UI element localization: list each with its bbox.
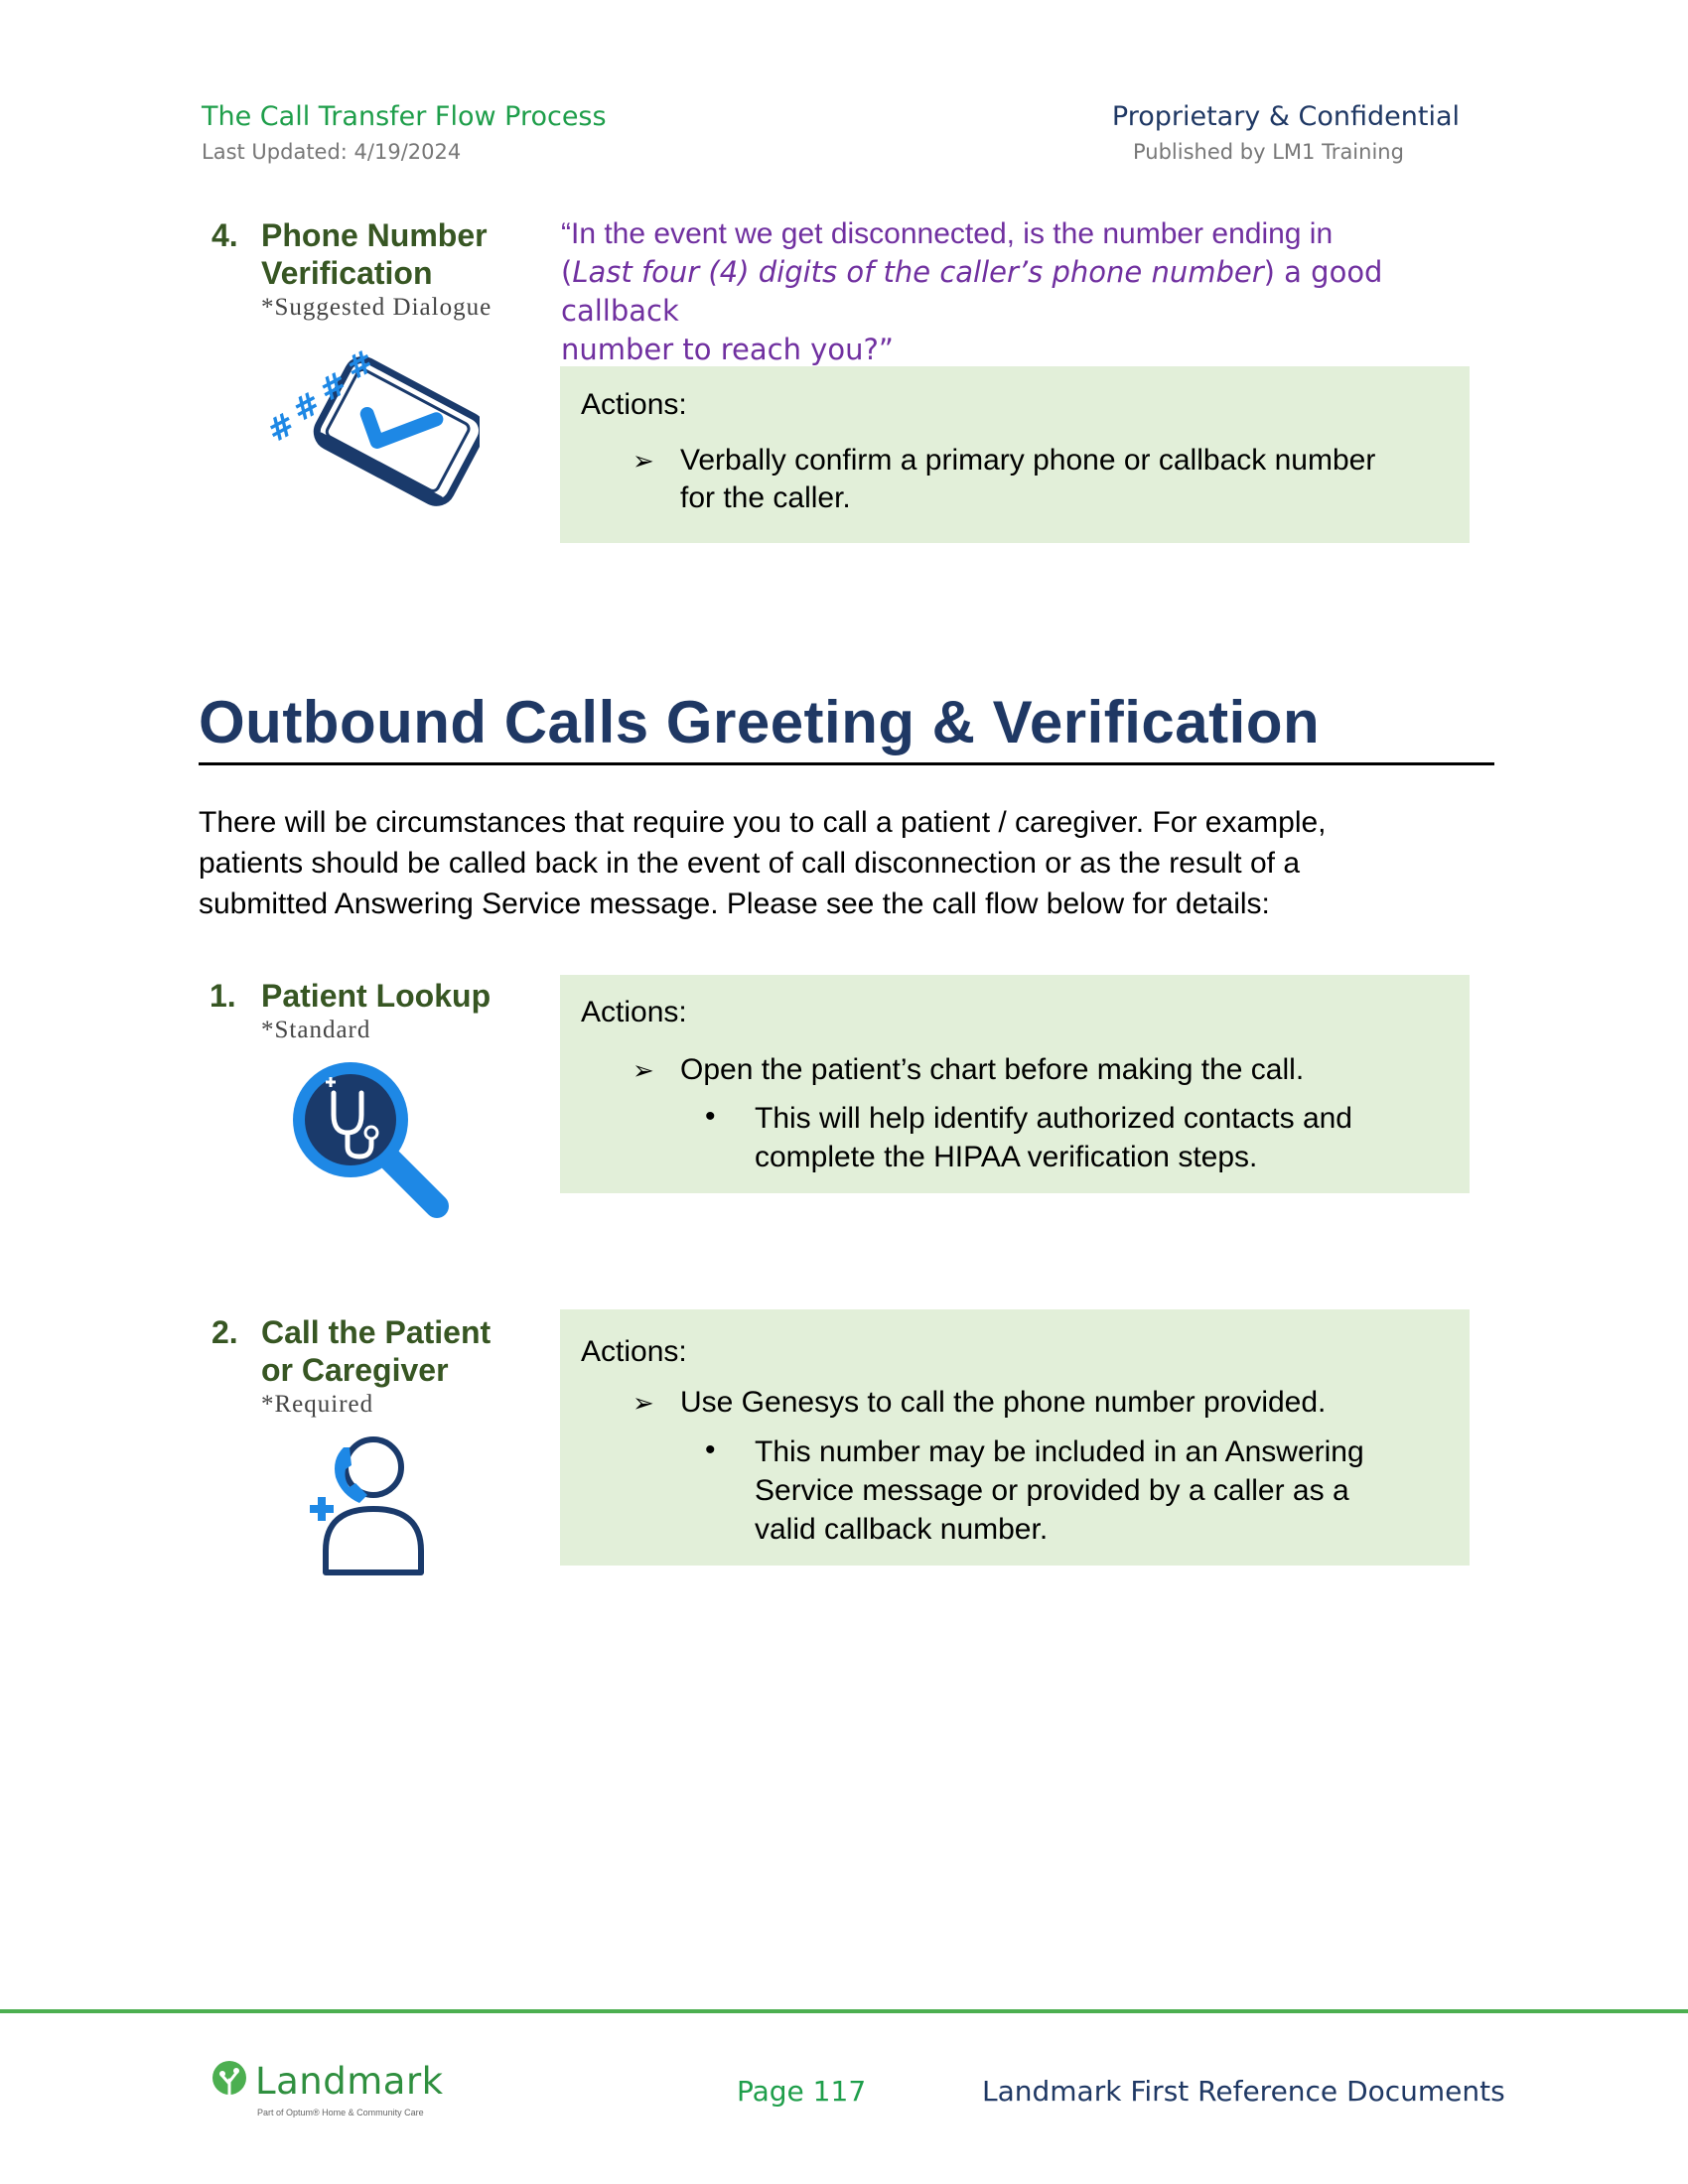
intro-line: There will be circumstances that require… [199, 806, 1327, 839]
published-by: Published by LM1 Training [1133, 140, 1404, 164]
actions-label: Actions: [581, 1335, 687, 1368]
confidential-label: Proprietary & Confidential [1111, 101, 1460, 132]
dialogue-line: number to reach you?” [561, 333, 894, 366]
phone-verification-icon: # # # # [260, 338, 487, 516]
step-title: Phone Number Verification [261, 216, 488, 292]
step-title-line: or Caregiver [261, 1352, 449, 1388]
section-divider [199, 762, 1494, 765]
caller-person-icon [306, 1433, 440, 1582]
step-subtitle: *Suggested Dialogue [261, 294, 492, 321]
arrow-bullet-icon: ➢ [633, 1388, 654, 1418]
dialogue-paren-close: ) a good callback [561, 255, 1383, 328]
landmark-logo: Landmark Part of Optum® Home & Community… [211, 2060, 443, 2117]
page-number: Page 117 [737, 2075, 867, 2108]
step-subtitle: *Standard [261, 1017, 371, 1043]
section-heading: Outbound Calls Greeting & Verification [199, 689, 1321, 755]
action-line: Verbally confirm a primary phone or call… [680, 444, 1376, 477]
footer-divider [0, 2009, 1688, 2013]
step-number: 2. [211, 1314, 238, 1350]
dialogue-paren-open: ( [561, 255, 573, 289]
step-number: 1. [210, 978, 236, 1014]
footer-reference: Landmark First Reference Documents [982, 2075, 1505, 2108]
suggested-dialogue: “In the event we get disconnected, is th… [561, 214, 1455, 369]
actions-box: Actions: ➢ Open the patient’s chart befo… [560, 975, 1470, 1193]
actions-box: Actions: ➢ Use Genesys to call the phone… [560, 1309, 1470, 1566]
action-item: Use Genesys to call the phone number pro… [680, 1386, 1327, 1419]
dialogue-italic: Last four (4) digits of the caller’s pho… [572, 255, 1264, 289]
intro-line: patients should be called back in the ev… [199, 847, 1301, 880]
stethoscope-magnifier-icon [288, 1057, 457, 1226]
step-number: 4. [211, 217, 238, 253]
actions-label: Actions: [581, 388, 687, 421]
logo-text: Landmark [255, 2060, 444, 2103]
subitem-line: This number may be included in an Answer… [755, 1435, 1364, 1468]
subitem-line: This will help identify authorized conta… [755, 1102, 1352, 1135]
bullet-icon: • [705, 1100, 716, 1133]
step-title: Call the Patient or Caregiver [261, 1313, 491, 1389]
section-intro: There will be circumstances that require… [199, 802, 1494, 924]
actions-box: Actions: ➢ Verbally confirm a primary ph… [560, 366, 1470, 543]
actions-label: Actions: [581, 996, 687, 1028]
dialogue-line: (Last four (4) digits of the caller’s ph… [561, 253, 1455, 331]
bullet-icon: • [705, 1433, 716, 1466]
tree-icon [212, 2061, 246, 2100]
action-line: for the caller. [680, 481, 851, 514]
subitem-line: complete the HIPAA verification steps. [755, 1141, 1258, 1173]
step-title-line: Phone Number [261, 217, 488, 253]
step-title-line: Verification [261, 255, 433, 291]
step-subtitle: *Required [261, 1391, 374, 1418]
action-subitem: This number may be included in an Answer… [755, 1433, 1450, 1549]
dialogue-line: “In the event we get disconnected, is th… [561, 217, 1334, 250]
step-title: Patient Lookup [261, 978, 492, 1014]
last-updated: Last Updated: 4/19/2024 [202, 140, 462, 164]
subitem-line: valid callback number. [755, 1513, 1049, 1546]
logo-tagline: Part of Optum® Home & Community Care [257, 2108, 424, 2117]
action-subitem: This will help identify authorized conta… [755, 1099, 1450, 1176]
arrow-bullet-icon: ➢ [633, 446, 654, 476]
subitem-line: Service message or provided by a caller … [755, 1474, 1349, 1507]
intro-line: submitted Answering Service message. Ple… [199, 887, 1270, 920]
step-title-line: Call the Patient [261, 1314, 492, 1350]
action-item: Verbally confirm a primary phone or call… [680, 442, 1455, 517]
document-title: The Call Transfer Flow Process [202, 101, 607, 132]
action-item: Open the patient’s chart before making t… [680, 1053, 1305, 1086]
arrow-bullet-icon: ➢ [633, 1055, 654, 1085]
